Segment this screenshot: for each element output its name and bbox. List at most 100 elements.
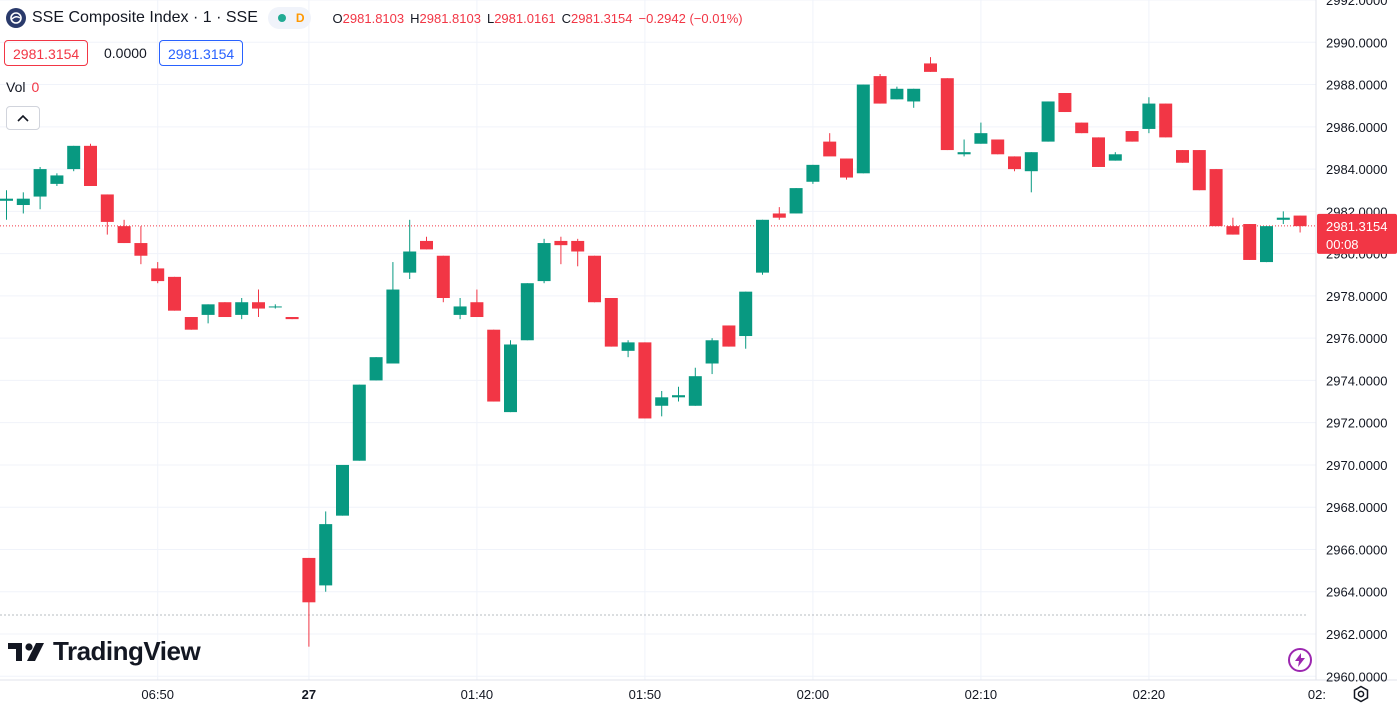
close-value: 2981.3154 — [571, 10, 633, 26]
price-axis-label: 2990.0000 — [1326, 35, 1387, 50]
candle-down — [772, 213, 786, 218]
candle-down — [487, 329, 501, 402]
lightning-icon[interactable] — [1288, 648, 1312, 672]
candle-down — [1159, 103, 1173, 138]
candle-down — [823, 141, 837, 157]
candle-up — [621, 342, 635, 351]
change-value: −0.2942 (−0.01%) — [638, 10, 743, 26]
open-value: 2981.8103 — [342, 10, 405, 26]
time-axis-label: 02: — [1308, 687, 1326, 702]
candle-down — [940, 78, 954, 151]
candle-down — [151, 268, 165, 282]
high-value: 2981.8103 — [419, 10, 481, 26]
candle-up — [890, 88, 904, 100]
candle-up — [688, 376, 702, 406]
candle-down — [1176, 150, 1189, 163]
candle-up — [504, 344, 517, 413]
open-label: O — [332, 10, 343, 26]
candle-down — [1226, 226, 1240, 235]
candle-down — [554, 240, 568, 246]
candle-down — [1293, 215, 1307, 227]
sse-logo-icon[interactable] — [6, 8, 26, 28]
candle-up — [268, 306, 282, 308]
tradingview-logo-icon — [8, 642, 44, 661]
candle-down — [134, 243, 148, 256]
gear-icon[interactable] — [1351, 684, 1371, 704]
price-axis-label: 2986.0000 — [1326, 120, 1387, 135]
candle-down — [285, 317, 299, 320]
candle-up — [1276, 217, 1290, 220]
candle-up — [50, 175, 64, 184]
price-axis-label: 2992.0000 — [1326, 0, 1387, 8]
price-axis-label: 2976.0000 — [1326, 331, 1387, 346]
high-label: H — [410, 10, 420, 26]
candle-up — [453, 306, 467, 315]
candle-down — [991, 139, 1005, 155]
candle-down — [84, 145, 97, 186]
price-axis-label: 2960.0000 — [1326, 669, 1387, 684]
time-axis-label: 02:10 — [965, 687, 998, 702]
price-axis-label: 2962.0000 — [1326, 627, 1387, 642]
candle-up — [16, 198, 30, 206]
ohlc-values: O2981.8103 H2981.8103 L2981.0161 C2981.3… — [333, 11, 743, 26]
candle-down — [100, 194, 114, 222]
candle-down — [117, 226, 131, 244]
chevron-up-icon — [17, 114, 29, 122]
price-axis-label: 2978.0000 — [1326, 289, 1387, 304]
candle-up — [201, 304, 215, 315]
candle-up — [672, 395, 685, 398]
candle-down — [1243, 224, 1257, 260]
time-axis-label: 27 — [302, 687, 316, 702]
candle-down — [873, 76, 887, 104]
symbol-title[interactable]: SSE Composite Index · 1 · SSE — [32, 9, 258, 26]
bar-countdown: 00:08 — [1326, 237, 1359, 252]
candle-up — [806, 164, 820, 182]
tradingview-logo-text: TradingView — [53, 636, 201, 666]
time-axis-label: 01:40 — [461, 687, 494, 702]
last-price-tag — [1317, 213, 1397, 254]
market-status-dot — [277, 14, 286, 22]
volume-legend: Vol 0 — [6, 79, 39, 95]
candle-down — [722, 325, 736, 347]
candle-down — [1008, 156, 1021, 170]
low-label: L — [486, 10, 495, 26]
candle-down — [1192, 150, 1206, 191]
buy-price-button[interactable]: 2981.3154 — [159, 40, 244, 66]
candle-down — [604, 297, 618, 347]
candle-down — [571, 240, 585, 252]
candle-up — [520, 283, 534, 341]
price-axis-label: 2968.0000 — [1326, 500, 1387, 515]
candle-up — [352, 384, 366, 461]
spread-value: 0.0000 — [104, 45, 147, 61]
market-status-pill[interactable]: D — [267, 7, 311, 29]
candle-up — [957, 152, 971, 155]
time-axis-label: 01:50 — [629, 687, 662, 702]
candle-up — [1108, 154, 1122, 161]
candle-up — [907, 88, 921, 102]
candle-down — [436, 255, 450, 298]
candle-up — [33, 169, 47, 197]
candle-down — [218, 302, 232, 318]
sell-price-button[interactable]: 2981.3154 — [4, 40, 89, 66]
candle-up — [1024, 152, 1038, 172]
candle-up — [705, 340, 719, 364]
candle-up — [974, 133, 988, 144]
candle-up — [856, 84, 870, 174]
candle-down — [168, 276, 181, 311]
candle-down — [1092, 137, 1105, 167]
time-axis-label: 02:00 — [797, 687, 830, 702]
last-price-label: 2981.3154 — [1326, 219, 1387, 234]
candle-down — [638, 342, 652, 419]
collapse-legend-button[interactable] — [6, 106, 40, 130]
price-axis-label: 2984.0000 — [1326, 162, 1387, 177]
candle-down — [470, 302, 484, 318]
price-axis-label: 2972.0000 — [1326, 416, 1387, 431]
candle-down — [420, 240, 433, 250]
tradingview-logo[interactable]: TradingView — [8, 636, 201, 667]
time-axis-label: 02:20 — [1133, 687, 1166, 702]
candle-up — [739, 291, 753, 337]
volume-label[interactable]: Vol — [6, 79, 26, 95]
price-axis-label: 2974.0000 — [1326, 373, 1387, 388]
candle-up — [655, 397, 669, 406]
